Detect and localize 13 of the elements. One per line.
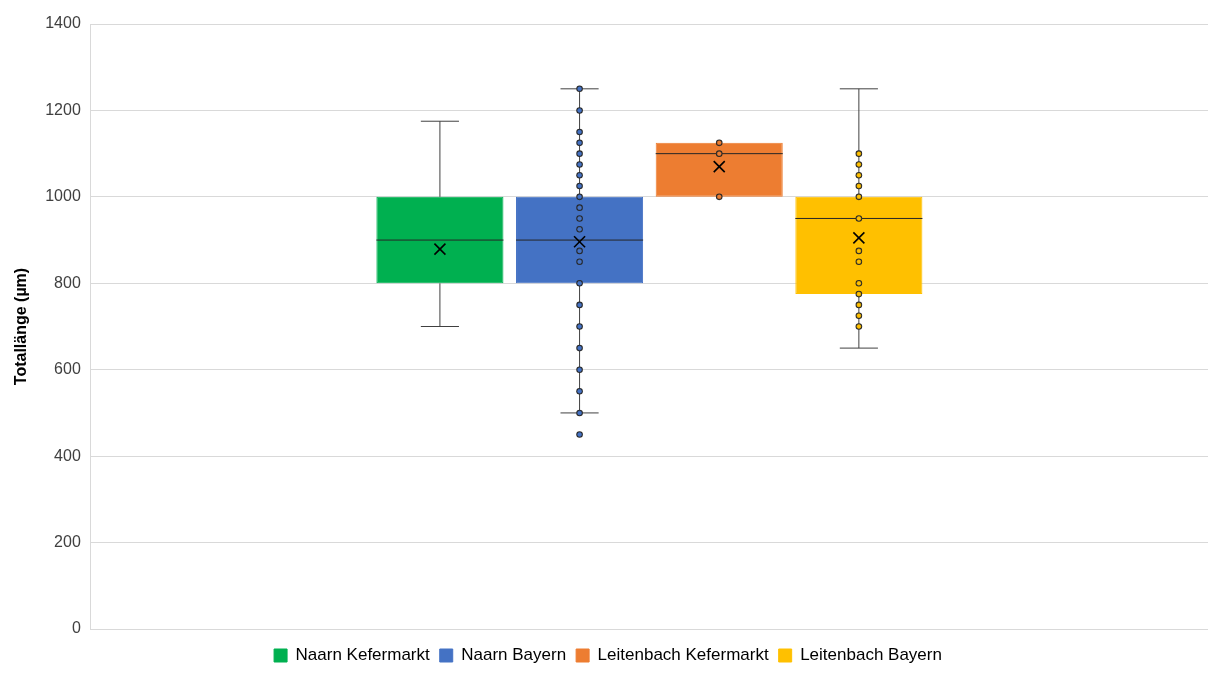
legend-label: Leitenbach Kefermarkt (597, 645, 769, 665)
y-tick-label: 800 (54, 273, 81, 291)
y-tick-label: 400 (54, 446, 81, 464)
y-tick-label: 1000 (45, 187, 81, 205)
y-tick-label: 200 (54, 532, 81, 550)
legend-label: Naarn Bayern (461, 645, 567, 665)
y-tick-label: 600 (54, 360, 81, 378)
y-tick-label: 0 (71, 619, 81, 637)
legend-label: Naarn Kefermarkt (295, 645, 431, 665)
y-axis-title: Totallänge (µm) (12, 267, 30, 386)
y-tick-label: 1400 (45, 14, 81, 32)
y-tick-label: 1200 (45, 100, 81, 118)
legend-label: Leitenbach Bayern (800, 645, 942, 665)
